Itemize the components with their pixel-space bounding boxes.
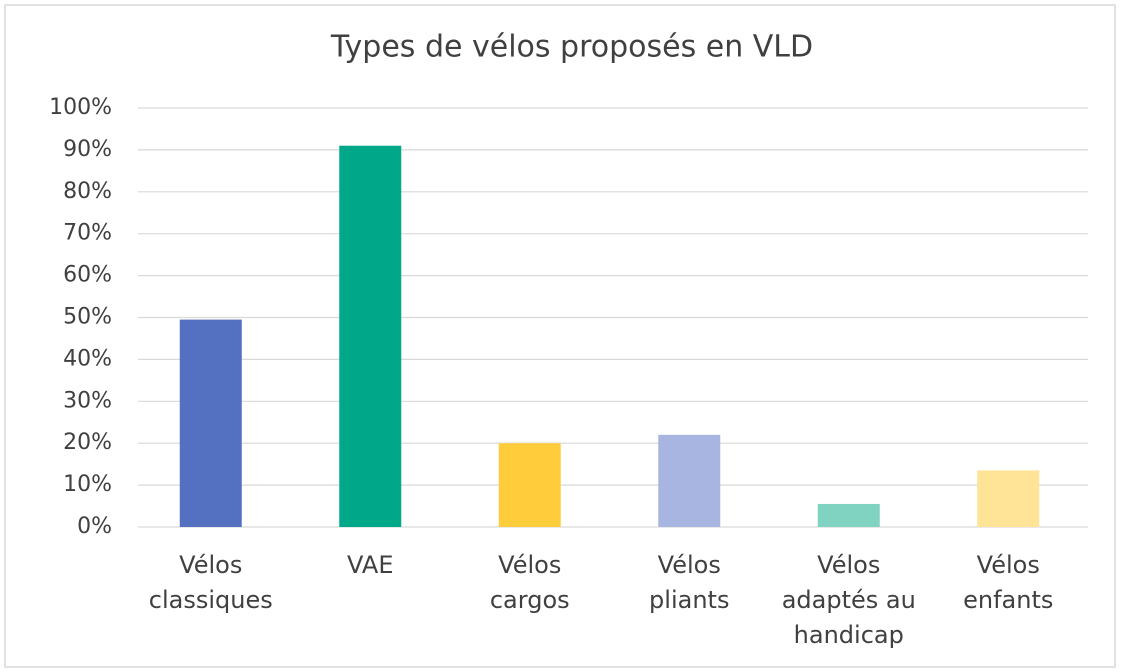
y-tick-label: 20% (63, 430, 112, 455)
x-tick-label: Vélos (977, 551, 1040, 579)
x-tick-label: Vélos (498, 551, 561, 579)
x-tick-label: Vélos (817, 551, 880, 579)
x-tick-label: handicap (794, 621, 904, 649)
y-tick-label: 0% (77, 514, 112, 539)
x-tick-label: pliants (649, 586, 729, 614)
x-tick-label: VAE (347, 551, 393, 579)
y-tick-label: 80% (63, 179, 112, 204)
bar (498, 443, 561, 527)
y-tick-label: 30% (63, 388, 112, 413)
chart-title: Types de vélos proposés en VLD (330, 30, 813, 65)
y-tick-label: 50% (63, 305, 112, 330)
bar (339, 145, 402, 527)
y-tick-label: 70% (63, 221, 112, 246)
bar (977, 470, 1040, 527)
bar (179, 319, 242, 527)
x-tick-label: adaptés au (782, 586, 916, 614)
y-tick-label: 100% (49, 95, 112, 120)
bar (817, 503, 880, 527)
y-tick-label: 60% (63, 263, 112, 288)
x-tick-label: classiques (149, 586, 273, 614)
y-tick-label: 40% (63, 346, 112, 371)
bar (658, 434, 721, 527)
x-tick-label: Vélos (179, 551, 242, 579)
y-tick-label: 90% (63, 137, 112, 162)
y-tick-label: 10% (63, 472, 112, 497)
x-tick-label: enfants (963, 586, 1053, 614)
x-tick-label: cargos (490, 586, 570, 614)
x-tick-label: Vélos (658, 551, 721, 579)
